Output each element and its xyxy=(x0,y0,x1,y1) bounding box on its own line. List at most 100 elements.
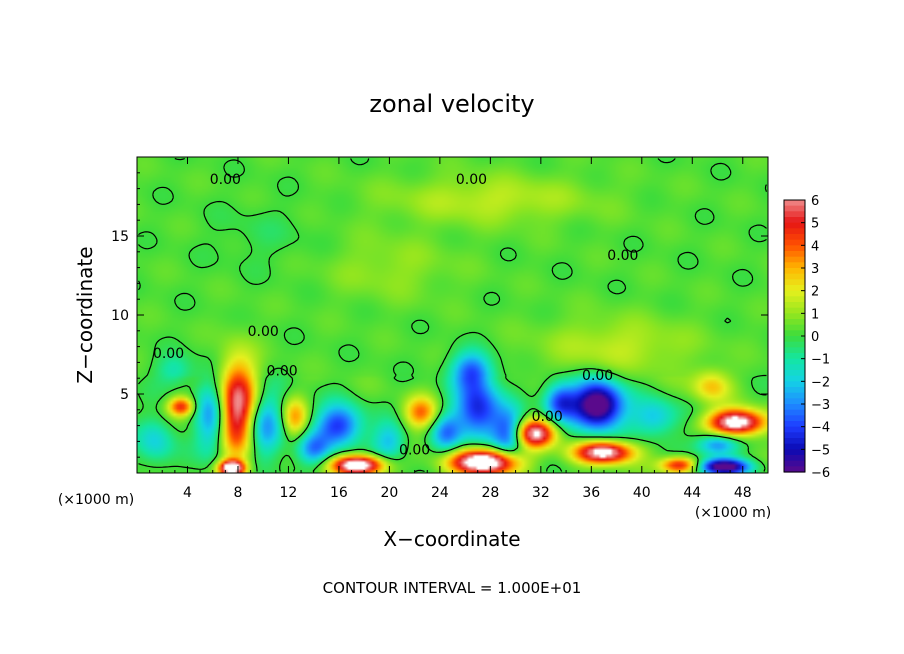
x-tick-label: 12 xyxy=(280,485,298,501)
colorbar-tick-label: 4 xyxy=(811,239,819,254)
colorbar-band xyxy=(784,324,805,331)
colorbar-tick-label: 2 xyxy=(811,285,819,300)
contour-label: 0.00 xyxy=(399,442,430,458)
colorbar-band xyxy=(784,251,805,258)
contour-label: 0.00 xyxy=(456,172,487,188)
colorbar-band xyxy=(784,273,805,280)
colorbar-band xyxy=(784,421,805,428)
x-tick-label: 40 xyxy=(633,485,651,501)
x-tick-label: 16 xyxy=(330,485,348,501)
colorbar-band xyxy=(784,302,805,309)
colorbar-band xyxy=(784,285,805,292)
x-tick-label: 20 xyxy=(380,485,398,501)
colorbar-band xyxy=(784,245,805,252)
zero-contour-path xyxy=(137,157,768,473)
x-unit-left: (×1000 m) xyxy=(58,492,134,508)
colorbar-tick-label: −5 xyxy=(811,443,830,458)
colorbar-band xyxy=(784,370,805,377)
contour-label: 0.00 xyxy=(532,409,563,425)
colorbar-band xyxy=(784,205,805,212)
contour-label: 0.00 xyxy=(210,172,241,188)
colorbar-band xyxy=(784,239,805,246)
colorbar-band xyxy=(784,415,805,422)
colorbar-band xyxy=(784,455,805,462)
colorbar-band xyxy=(784,466,805,473)
colorbar-tick-label: −1 xyxy=(811,353,830,368)
colorbar-band xyxy=(784,217,805,224)
colorbar-tick-label: −6 xyxy=(811,466,830,481)
colorbar-band xyxy=(784,426,805,433)
colorbar-tick-label: 6 xyxy=(811,194,819,209)
x-tick-label: 28 xyxy=(481,485,499,501)
colorbar-band xyxy=(784,404,805,411)
velocity-heatmap xyxy=(137,157,768,473)
colorbar-band xyxy=(784,222,805,229)
colorbar-band xyxy=(784,330,805,337)
x-tick-label: 32 xyxy=(532,485,550,501)
colorbar: 6 5 4 3 2 1 0 −1 −2 −3 −4 −5 −6 xyxy=(783,194,830,481)
colorbar-band xyxy=(784,358,805,365)
chart-title: zonal velocity xyxy=(369,90,534,118)
colorbar-band xyxy=(784,313,805,320)
y-tick-label: 5 xyxy=(120,387,129,403)
contour-label: 0.00 xyxy=(248,324,279,340)
contour-label: 0.00 xyxy=(153,346,184,362)
x-tick-label: 24 xyxy=(431,485,449,501)
colorbar-band xyxy=(784,296,805,303)
colorbar-tick-label: 3 xyxy=(811,262,819,277)
plot-area: 0.00 0.00 0.00 0.00 0.00 0.00 0.00 0.00 0.00 xyxy=(136,156,769,474)
colorbar-tick-label: 0 xyxy=(811,330,819,345)
x-tick-label: 48 xyxy=(734,485,752,501)
colorbar-band xyxy=(784,319,805,326)
colorbar-band xyxy=(784,353,805,360)
colorbar-tick-label: −4 xyxy=(811,421,830,436)
colorbar-ticks: 6 5 4 3 2 1 0 −1 −2 −3 −4 −5 −6 xyxy=(801,194,830,481)
contour-interval-note: CONTOUR INTERVAL = 1.000E+01 xyxy=(323,579,582,597)
colorbar-band xyxy=(784,443,805,450)
colorbar-band xyxy=(784,432,805,439)
colorbar-band xyxy=(784,256,805,263)
y-axis-label: Z−coordinate xyxy=(73,246,97,383)
zero-contour-lines xyxy=(137,157,768,473)
x-axis-ticks: 4 8 12 16 20 24 28 32 36 40 44 48 xyxy=(149,157,756,501)
colorbar-band xyxy=(784,347,805,354)
colorbar-band xyxy=(784,341,805,348)
colorbar-band xyxy=(784,211,805,218)
contour-label: 0.00 xyxy=(267,363,298,379)
colorbar-band xyxy=(784,387,805,394)
contour-labels: 0.00 0.00 0.00 0.00 0.00 0.00 0.00 0.00 0.00 xyxy=(153,172,638,458)
colorbar-tick-label: −3 xyxy=(811,398,830,413)
contour-label: 0.00 xyxy=(607,248,638,264)
colorbar-band xyxy=(784,290,805,297)
x-tick-label: 36 xyxy=(582,485,600,501)
colorbar-tick-label: −2 xyxy=(811,375,830,390)
colorbar-band xyxy=(784,449,805,456)
colorbar-band xyxy=(784,398,805,405)
colorbar-band xyxy=(784,279,805,286)
colorbar-band xyxy=(784,409,805,416)
colorbar-band xyxy=(784,200,805,207)
contour-label: 0.00 xyxy=(582,368,613,384)
colorbar-band xyxy=(784,307,805,314)
y-tick-label: 15 xyxy=(111,229,129,245)
colorbar-band xyxy=(784,228,805,235)
x-tick-label: 44 xyxy=(683,485,701,501)
y-axis-ticks: 5 10 15 xyxy=(111,172,768,458)
x-tick-label: 4 xyxy=(183,485,192,501)
colorbar-band xyxy=(784,460,805,467)
colorbar-band xyxy=(784,336,805,343)
colorbar-band xyxy=(784,438,805,445)
x-axis-label: X−coordinate xyxy=(383,527,520,551)
colorbar-tick-label: 5 xyxy=(811,217,819,232)
colorbar-band xyxy=(784,392,805,399)
x-unit-right: (×1000 m) xyxy=(695,505,771,521)
x-tick-label: 8 xyxy=(233,485,242,501)
y-tick-label: 10 xyxy=(111,308,129,324)
colorbar-band xyxy=(784,234,805,241)
colorbar-band xyxy=(784,268,805,275)
colorbar-bands xyxy=(784,200,805,473)
colorbar-band xyxy=(784,364,805,371)
colorbar-band xyxy=(784,381,805,388)
colorbar-band xyxy=(784,262,805,269)
